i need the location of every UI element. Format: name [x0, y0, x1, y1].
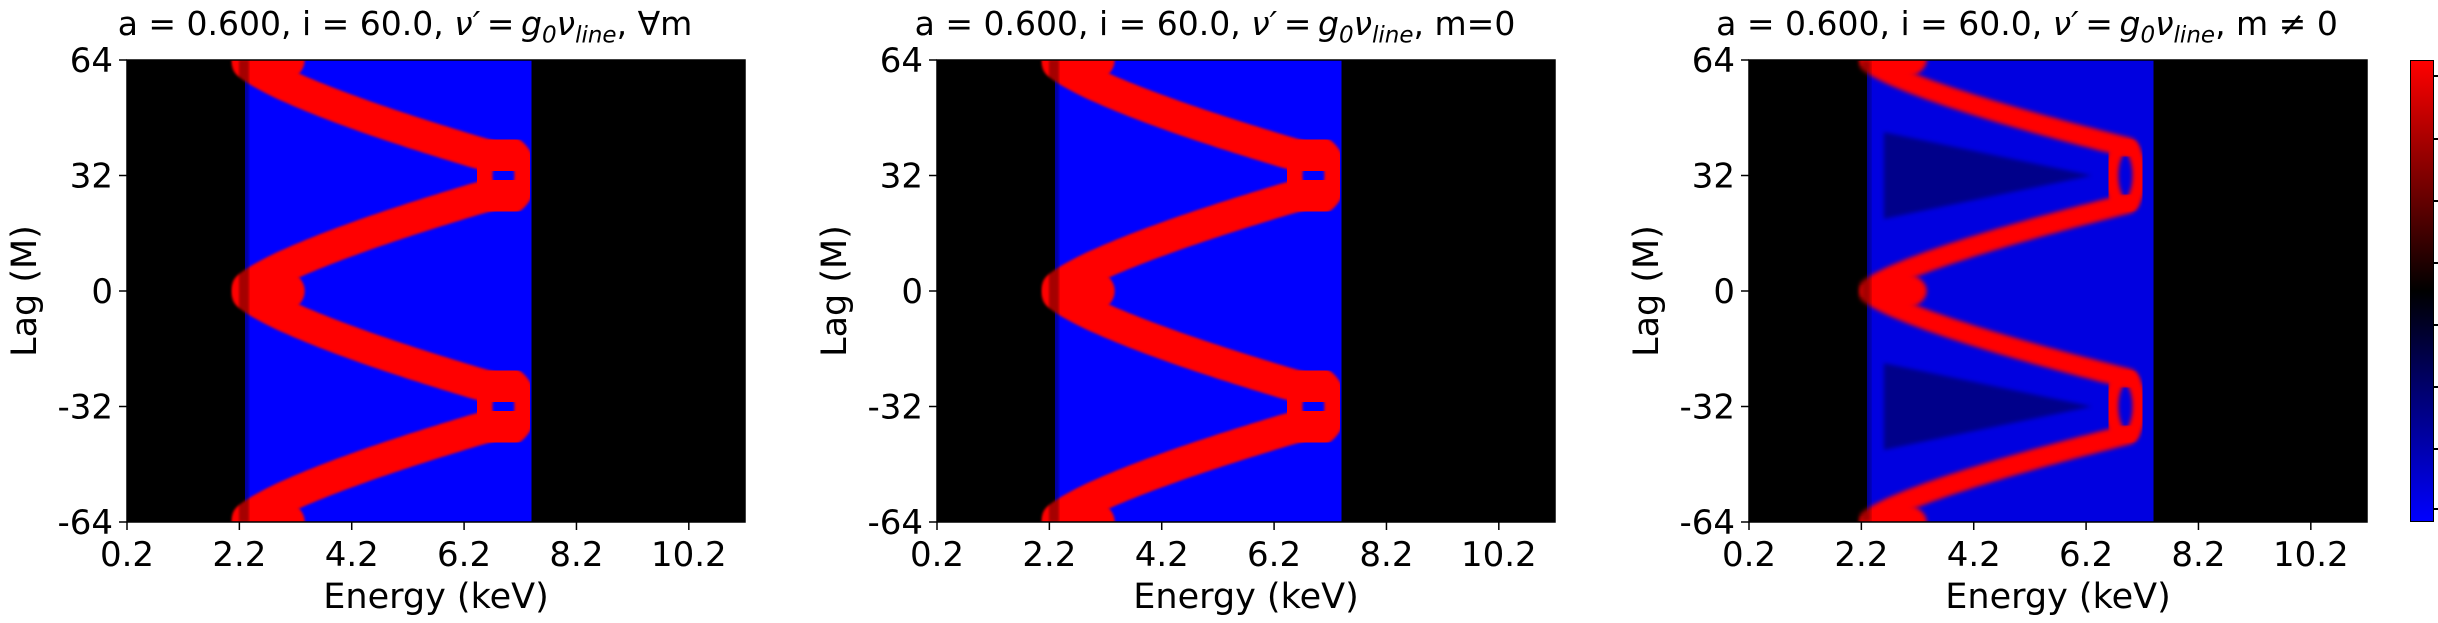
dark-streak: [1883, 132, 2092, 219]
response-band: [1859, 283, 2139, 389]
x-tick-label: 10.2: [651, 535, 727, 575]
response-peak: [1062, 269, 1115, 313]
colorbar-tick: [2434, 324, 2438, 326]
edge-shade: [1860, 60, 1871, 522]
heatmap-panel-all-m: a = 0.600, i = 60.0, ν′ = g0νline, ∀m 0.…: [0, 0, 780, 623]
y-tick-label: -32: [57, 388, 113, 428]
y-axis-label: Lag (M): [5, 225, 45, 357]
x-tick-label: 8.2: [2171, 535, 2225, 575]
x-tick-label: 10.2: [1461, 535, 1537, 575]
x-tick-label: 2.2: [212, 535, 266, 575]
colorbar-tick: [2434, 75, 2438, 77]
response-band: [231, 278, 523, 408]
y-tick-label: 32: [880, 157, 923, 197]
x-tick-label: 2.2: [1022, 535, 1076, 575]
response-band: [1859, 193, 2139, 299]
response-peak: [1874, 273, 1927, 309]
x-tick-label: 8.2: [1359, 535, 1413, 575]
x-tick-label: 0.2: [910, 535, 964, 575]
edge-shade: [1048, 60, 1059, 522]
x-axis-label: Energy (keV): [323, 577, 548, 617]
x-tick-label: 0.2: [100, 535, 154, 575]
colorbar-tick: [2434, 200, 2438, 202]
x-tick-label: 8.2: [549, 535, 603, 575]
response-loop: [2104, 138, 2147, 213]
x-tick-label: 6.2: [1247, 535, 1301, 575]
title-prefix: a = 0.600, i = 60.0,: [1716, 4, 2053, 43]
y-tick-label: 64: [70, 41, 113, 81]
y-tick-label: -32: [1679, 388, 1735, 428]
title-suffix: , ∀m: [616, 4, 693, 43]
response-band: [1041, 174, 1333, 304]
y-tick-label: 64: [880, 41, 923, 81]
response-band: [1859, 60, 2139, 158]
panel-title: a = 0.600, i = 60.0, ν′ = g0νline, m ≠ 0: [1716, 4, 2338, 49]
response-band: [231, 405, 523, 522]
y-tick-label: -64: [1679, 503, 1735, 543]
y-tick-label: -64: [57, 503, 113, 543]
response-peak: [252, 269, 305, 313]
x-tick-label: 4.2: [1135, 535, 1189, 575]
response-band: [232, 60, 272, 73]
response-loop: [1280, 365, 1347, 448]
response-band: [231, 60, 523, 177]
title-suffix: , m ≠ 0: [2215, 4, 2338, 43]
y-tick-label: -64: [867, 503, 923, 543]
colorbar-tick: [2434, 508, 2438, 510]
title-prefix: a = 0.600, i = 60.0,: [914, 4, 1252, 43]
x-tick-label: 6.2: [437, 535, 491, 575]
response-band: [231, 174, 523, 304]
edge-shade: [238, 60, 249, 522]
y-tick-label: 0: [1713, 272, 1735, 312]
panel-title: a = 0.600, i = 60.0, ν′ = g0νline, ∀m: [117, 4, 693, 49]
colorbar-tick: [2434, 138, 2438, 140]
colorbar-tick: [2434, 262, 2438, 264]
colorbar-tick: [2434, 448, 2438, 450]
heatmap-svg: 0.2 2.2 4.2 6.2 8.2 10.2 64 32 0 -32 -64 Energy (ke…: [1627, 41, 2368, 617]
response-peak: [1874, 504, 1927, 522]
colorbar: [2410, 60, 2434, 522]
x-tick-label: 4.2: [325, 535, 379, 575]
x-tick-label: 6.2: [2059, 535, 2113, 575]
x-axis-label: Energy (keV): [1133, 577, 1358, 617]
response-band: [1041, 405, 1333, 522]
response-peak: [1062, 500, 1115, 522]
response-loop: [2104, 369, 2147, 444]
response-peak: [252, 60, 305, 82]
y-tick-label: 32: [1692, 157, 1735, 197]
y-tick-label: 0: [91, 272, 113, 312]
title-suffix: , m=0: [1413, 4, 1516, 43]
response-band: [1041, 278, 1333, 408]
x-tick-label: 4.2: [1947, 535, 2001, 575]
response-band: [1041, 60, 1333, 177]
x-tick-label: 10.2: [2273, 535, 2349, 575]
response-band: [1860, 60, 1884, 68]
x-tick-label: 0.2: [1722, 535, 1776, 575]
y-axis-label: Lag (M): [1627, 225, 1667, 357]
panel-title: a = 0.600, i = 60.0, ν′ = g0νline, m=0: [914, 4, 1516, 49]
y-axis-label: Lag (M): [815, 225, 855, 357]
response-peak: [1062, 60, 1115, 82]
x-axis-label: Energy (keV): [1945, 577, 2170, 617]
response-loop: [470, 365, 537, 448]
response-peak: [1874, 60, 1927, 78]
y-tick-label: 0: [901, 272, 923, 312]
dark-streak: [1883, 363, 2092, 450]
response-band: [1859, 424, 2139, 522]
y-tick-label: 64: [1692, 41, 1735, 81]
response-peak: [252, 500, 305, 522]
heatmap-panel-m-nonzero: a = 0.600, i = 60.0, ν′ = g0νline, m ≠ 0…: [1622, 0, 2402, 623]
heatmap-svg: 0.2 2.2 4.2 6.2 8.2 10.2 64 32 0 -32 -64 Energy (ke…: [5, 41, 746, 617]
heatmap-svg: 0.2 2.2 4.2 6.2 8.2 10.2 64 32 0 -32 -64 Energy (ke…: [815, 41, 1556, 617]
heatmap-panel-m0: a = 0.600, i = 60.0, ν′ = g0νline, m=0 0…: [810, 0, 1590, 623]
x-tick-label: 2.2: [1834, 535, 1888, 575]
colorbar-tick: [2434, 386, 2438, 388]
response-loop: [1280, 134, 1347, 217]
y-tick-label: 32: [70, 157, 113, 197]
title-prefix: a = 0.600, i = 60.0,: [117, 4, 455, 43]
response-band: [1042, 60, 1082, 73]
response-loop: [470, 134, 537, 217]
y-tick-label: -32: [867, 388, 923, 428]
